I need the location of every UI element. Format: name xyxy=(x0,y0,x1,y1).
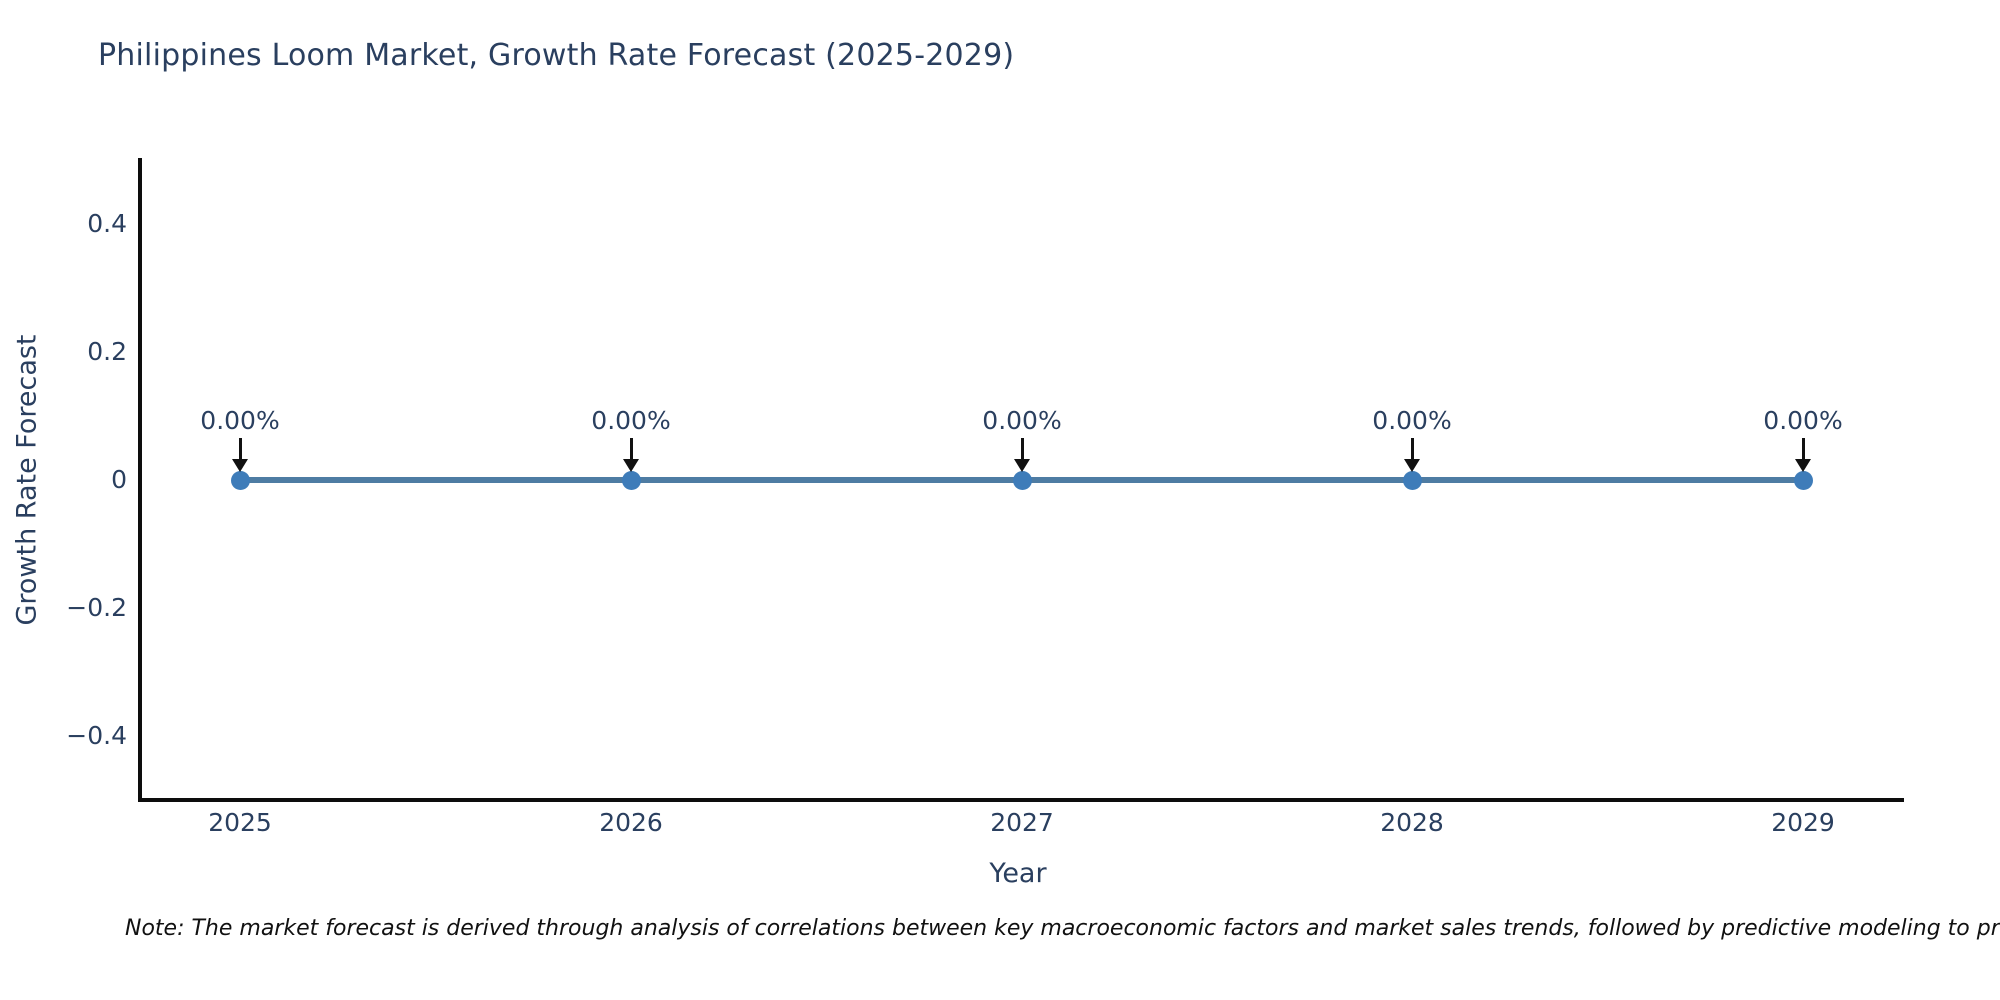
annotation-arrowhead-icon xyxy=(232,459,248,472)
annotation-arrowhead-icon xyxy=(1014,459,1030,472)
annotation-arrow xyxy=(239,438,242,461)
y-tick-label: 0.4 xyxy=(87,209,127,238)
y-tick-label: −0.4 xyxy=(66,721,127,750)
annotation-label: 0.00% xyxy=(200,406,280,435)
y-tick-label: 0 xyxy=(111,465,127,494)
x-axis-title: Year xyxy=(989,858,1047,889)
chart-title: Philippines Loom Market, Growth Rate For… xyxy=(98,38,1015,73)
y-axis-line xyxy=(138,158,142,802)
x-axis-line xyxy=(138,798,1904,802)
annotation-arrow xyxy=(1411,438,1414,461)
annotation-label: 0.00% xyxy=(1372,406,1452,435)
data-point-marker-2025 xyxy=(231,471,250,490)
x-tick-label: 2026 xyxy=(599,808,663,837)
y-tick-label: 0.2 xyxy=(87,337,127,366)
y-axis-title: Growth Rate Forecast xyxy=(11,334,43,626)
x-tick-label: 2028 xyxy=(1380,808,1444,837)
x-tick-label: 2025 xyxy=(208,808,272,837)
annotation-arrow xyxy=(1021,438,1024,461)
data-point-marker-2027 xyxy=(1013,471,1032,490)
data-point-marker-2028 xyxy=(1403,471,1422,490)
annotation-arrowhead-icon xyxy=(623,459,639,472)
annotation-arrowhead-icon xyxy=(1404,459,1420,472)
annotation-label: 0.00% xyxy=(591,406,671,435)
annotation-arrow xyxy=(1802,438,1805,461)
annotation-label: 0.00% xyxy=(982,406,1062,435)
x-tick-label: 2029 xyxy=(1771,808,1835,837)
annotation-arrowhead-icon xyxy=(1795,459,1811,472)
annotation-arrow xyxy=(630,438,633,461)
annotation-label: 0.00% xyxy=(1763,406,1843,435)
data-point-marker-2029 xyxy=(1794,471,1813,490)
y-tick-label: −0.2 xyxy=(66,593,127,622)
data-point-marker-2026 xyxy=(622,471,641,490)
chart-footnote: Note: The market forecast is derived thr… xyxy=(125,916,2000,941)
x-tick-label: 2027 xyxy=(990,808,1054,837)
